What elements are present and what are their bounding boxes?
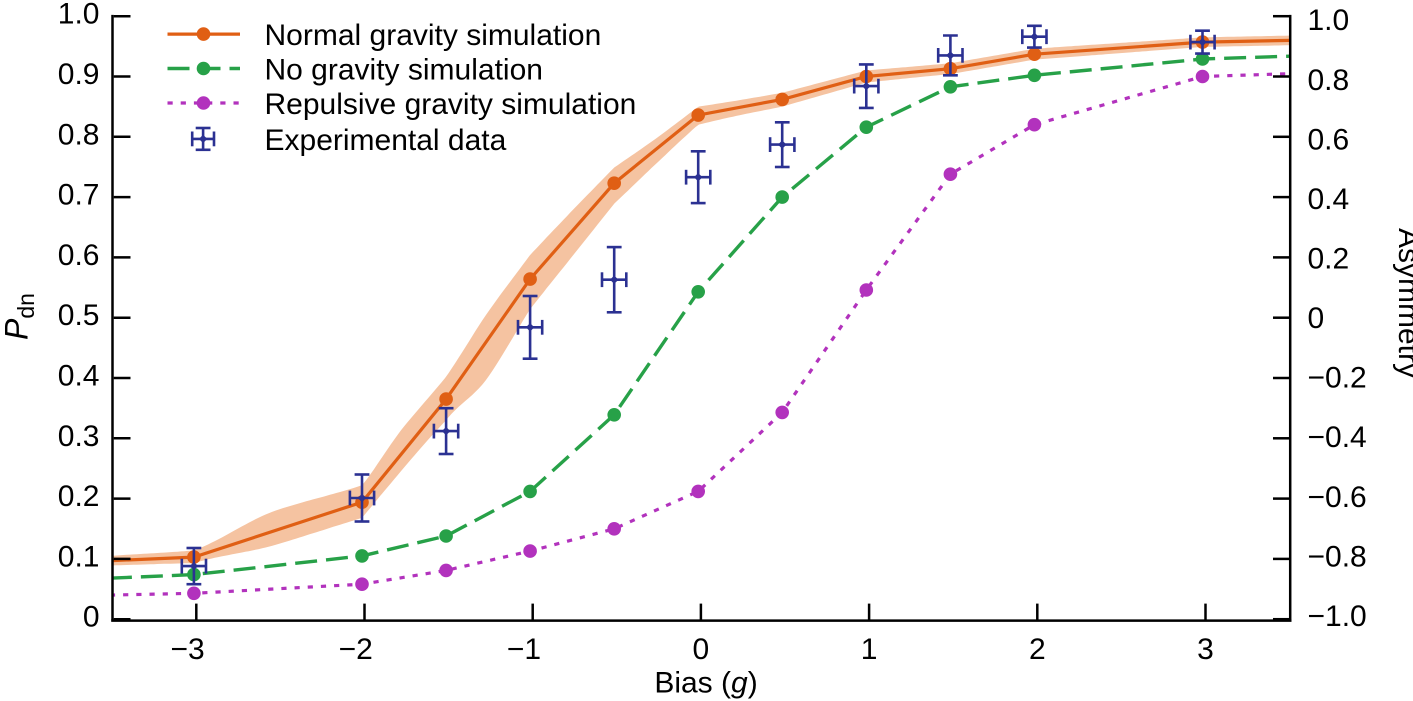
svg-text:0.3: 0.3	[58, 420, 100, 453]
svg-text:−0.4: −0.4	[1308, 421, 1367, 454]
svg-text:0: 0	[693, 633, 710, 666]
svg-text:2: 2	[1029, 633, 1046, 666]
svg-text:Experimental data: Experimental data	[265, 124, 507, 157]
svg-text:−1.0: −1.0	[1308, 600, 1367, 633]
svg-text:0: 0	[1308, 302, 1325, 335]
svg-text:1.0: 1.0	[58, 0, 100, 31]
svg-text:Normal gravity simulation: Normal gravity simulation	[265, 19, 602, 52]
svg-text:1.0: 1.0	[1308, 4, 1350, 37]
svg-text:Bias (g): Bias (g)	[654, 667, 757, 700]
svg-text:0.2: 0.2	[1308, 243, 1350, 276]
svg-text:Repulsive gravity simulation: Repulsive gravity simulation	[265, 88, 637, 121]
svg-text:0.8: 0.8	[1308, 64, 1350, 97]
svg-text:0.5: 0.5	[58, 299, 100, 332]
svg-text:0.6: 0.6	[1308, 123, 1350, 156]
svg-text:−0.6: −0.6	[1308, 481, 1367, 514]
svg-text:−0.8: −0.8	[1308, 540, 1367, 573]
svg-text:3: 3	[188, 633, 205, 666]
svg-text:0: 0	[83, 601, 100, 634]
svg-text:No gravity simulation: No gravity simulation	[265, 53, 543, 86]
svg-text:0.6: 0.6	[58, 239, 100, 272]
svg-text:Asymmetry: Asymmetry	[1392, 228, 1413, 378]
svg-text:−: −	[507, 633, 525, 666]
svg-text:0.4: 0.4	[58, 360, 100, 393]
svg-text:0.8: 0.8	[58, 118, 100, 151]
svg-text:0.9: 0.9	[58, 58, 100, 91]
svg-text:3: 3	[1197, 633, 1214, 666]
svg-text:Pdn: Pdn	[0, 293, 39, 340]
svg-text:0.1: 0.1	[58, 540, 100, 573]
svg-text:1: 1	[861, 633, 878, 666]
svg-text:0.4: 0.4	[1308, 183, 1350, 216]
svg-text:0.7: 0.7	[58, 179, 100, 212]
svg-text:0.2: 0.2	[58, 480, 100, 513]
svg-text:−: −	[170, 633, 188, 666]
svg-text:1: 1	[524, 633, 541, 666]
svg-text:−0.2: −0.2	[1308, 362, 1367, 395]
svg-text:−: −	[339, 633, 357, 666]
svg-text:2: 2	[356, 633, 373, 666]
